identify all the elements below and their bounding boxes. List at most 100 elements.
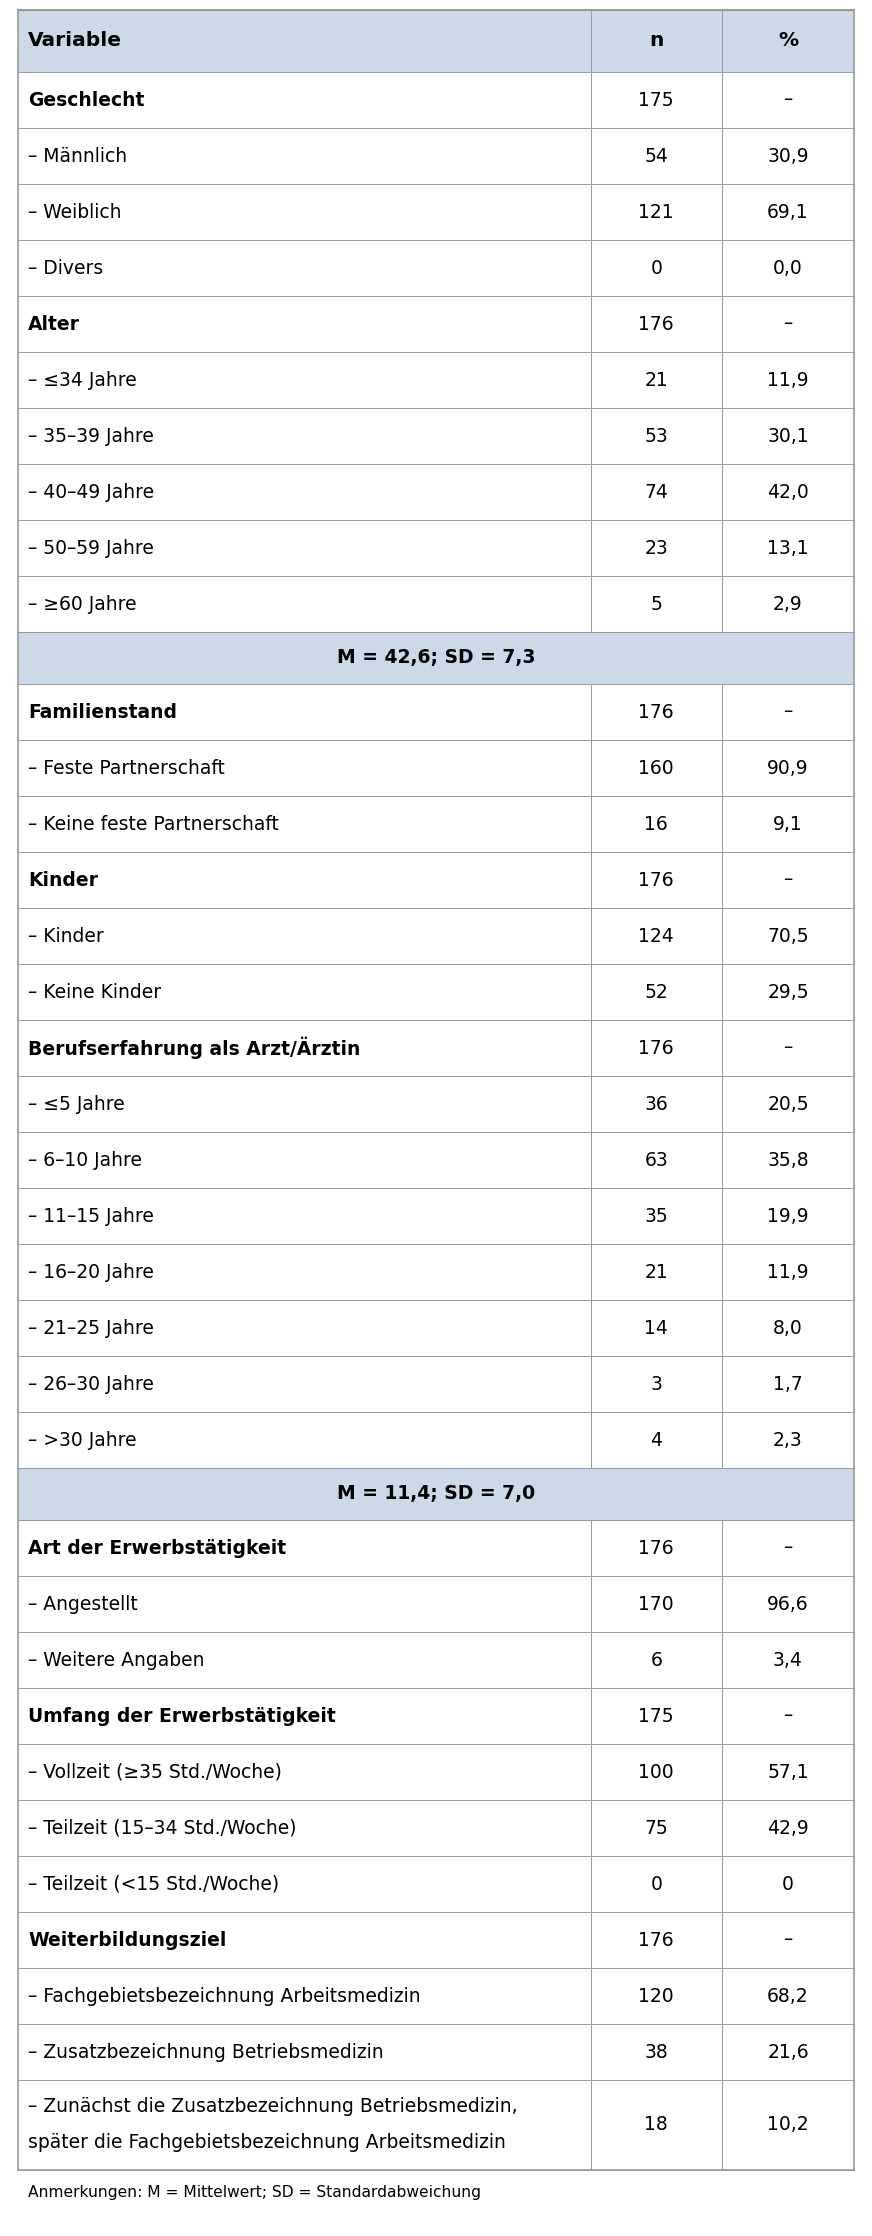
- Text: 121: 121: [638, 203, 674, 221]
- Bar: [18, 796, 854, 852]
- Text: Alter: Alter: [28, 315, 80, 333]
- Bar: [18, 521, 854, 577]
- Text: 42,0: 42,0: [767, 483, 809, 501]
- Bar: [18, 295, 854, 351]
- Text: 0: 0: [782, 1874, 794, 1894]
- Text: 3,4: 3,4: [773, 1650, 803, 1670]
- Text: 176: 176: [638, 702, 674, 722]
- Bar: [18, 633, 854, 684]
- Text: 20,5: 20,5: [767, 1093, 808, 1114]
- Bar: [18, 1520, 854, 1576]
- Text: 90,9: 90,9: [767, 758, 808, 778]
- Bar: [18, 1411, 854, 1469]
- Text: 175: 175: [638, 1706, 674, 1726]
- Text: 4: 4: [651, 1431, 663, 1449]
- Text: Variable: Variable: [28, 31, 122, 51]
- Bar: [18, 1912, 854, 1968]
- Text: – Weiblich: – Weiblich: [28, 203, 121, 221]
- Text: 8,0: 8,0: [773, 1319, 803, 1337]
- Text: 176: 176: [638, 1930, 674, 1950]
- Text: 53: 53: [644, 427, 668, 445]
- Text: 176: 176: [638, 1038, 674, 1058]
- Bar: [18, 1243, 854, 1299]
- Text: 170: 170: [638, 1594, 674, 1614]
- Text: später die Fachgebietsbezeichnung Arbeitsmedizin: später die Fachgebietsbezeichnung Arbeit…: [28, 2133, 506, 2153]
- Text: – ≥60 Jahre: – ≥60 Jahre: [28, 595, 137, 613]
- Text: 11,9: 11,9: [767, 1263, 808, 1281]
- Text: – Keine feste Partnerschaft: – Keine feste Partnerschaft: [28, 814, 279, 834]
- Text: –: –: [783, 1538, 793, 1558]
- Text: 0: 0: [651, 259, 662, 277]
- Bar: [18, 9, 854, 72]
- Text: 63: 63: [644, 1152, 668, 1169]
- Text: Art der Erwerbstätigkeit: Art der Erwerbstätigkeit: [28, 1538, 286, 1558]
- Text: – 40–49 Jahre: – 40–49 Jahre: [28, 483, 154, 501]
- Bar: [18, 1632, 854, 1688]
- Bar: [18, 1355, 854, 1411]
- Text: 70,5: 70,5: [767, 926, 808, 946]
- Bar: [18, 1576, 854, 1632]
- Text: 16: 16: [644, 814, 668, 834]
- Text: 36: 36: [644, 1093, 668, 1114]
- Bar: [18, 1187, 854, 1243]
- Text: %: %: [778, 31, 798, 51]
- Text: Umfang der Erwerbstätigkeit: Umfang der Erwerbstätigkeit: [28, 1706, 336, 1726]
- Text: – 26–30 Jahre: – 26–30 Jahre: [28, 1375, 153, 1393]
- Bar: [18, 1800, 854, 1856]
- Text: 9,1: 9,1: [773, 814, 803, 834]
- Text: 176: 176: [638, 1538, 674, 1558]
- Text: 3: 3: [651, 1375, 662, 1393]
- Bar: [18, 1020, 854, 1076]
- Text: – ≤34 Jahre: – ≤34 Jahre: [28, 371, 137, 389]
- Text: 176: 176: [638, 315, 674, 333]
- Text: – Angestellt: – Angestellt: [28, 1594, 138, 1614]
- Text: – 16–20 Jahre: – 16–20 Jahre: [28, 1263, 153, 1281]
- Text: Anmerkungen: M = Mittelwert; SD = Standardabweichung: Anmerkungen: M = Mittelwert; SD = Standa…: [28, 2185, 481, 2200]
- Text: – Weitere Angaben: – Weitere Angaben: [28, 1650, 205, 1670]
- Text: Berufserfahrung als Arzt/Ärztin: Berufserfahrung als Arzt/Ärztin: [28, 1038, 360, 1060]
- Bar: [18, 1968, 854, 2024]
- Text: Kinder: Kinder: [28, 870, 98, 890]
- Text: 96,6: 96,6: [767, 1594, 808, 1614]
- Text: Familienstand: Familienstand: [28, 702, 177, 722]
- Text: –: –: [783, 89, 793, 110]
- Text: 13,1: 13,1: [767, 539, 808, 557]
- Text: 30,9: 30,9: [767, 148, 808, 165]
- Text: 52: 52: [644, 982, 668, 1002]
- Text: 120: 120: [638, 1986, 674, 2006]
- Text: 11,9: 11,9: [767, 371, 808, 389]
- Text: M = 11,4; SD = 7,0: M = 11,4; SD = 7,0: [337, 1485, 535, 1503]
- Bar: [18, 1856, 854, 1912]
- Bar: [18, 740, 854, 796]
- Text: 57,1: 57,1: [767, 1762, 808, 1782]
- Text: M = 42,6; SD = 7,3: M = 42,6; SD = 7,3: [337, 648, 535, 669]
- Bar: [18, 465, 854, 521]
- Text: – Zusatzbezeichnung Betriebsmedizin: – Zusatzbezeichnung Betriebsmedizin: [28, 2041, 384, 2062]
- Text: 69,1: 69,1: [767, 203, 808, 221]
- Text: n: n: [649, 31, 664, 51]
- Bar: [18, 1299, 854, 1355]
- Text: Geschlecht: Geschlecht: [28, 89, 145, 110]
- Text: –: –: [783, 1706, 793, 1726]
- Bar: [18, 239, 854, 295]
- Text: 14: 14: [644, 1319, 668, 1337]
- Bar: [18, 1131, 854, 1187]
- Text: – Divers: – Divers: [28, 259, 103, 277]
- Text: – >30 Jahre: – >30 Jahre: [28, 1431, 137, 1449]
- Text: 35: 35: [644, 1207, 668, 1225]
- Text: Weiterbildungsziel: Weiterbildungsziel: [28, 1930, 227, 1950]
- Text: 2,9: 2,9: [773, 595, 803, 613]
- Text: 35,8: 35,8: [767, 1152, 808, 1169]
- Bar: [18, 2024, 854, 2079]
- Text: –: –: [783, 1038, 793, 1058]
- Bar: [18, 577, 854, 633]
- Text: 19,9: 19,9: [767, 1207, 808, 1225]
- Text: 100: 100: [638, 1762, 674, 1782]
- Bar: [18, 908, 854, 964]
- Text: 2,3: 2,3: [773, 1431, 803, 1449]
- Bar: [18, 964, 854, 1020]
- Text: 54: 54: [644, 148, 668, 165]
- Text: 0,0: 0,0: [773, 259, 803, 277]
- Text: – Teilzeit (<15 Std./Woche): – Teilzeit (<15 Std./Woche): [28, 1874, 279, 1894]
- Text: – Kinder: – Kinder: [28, 926, 104, 946]
